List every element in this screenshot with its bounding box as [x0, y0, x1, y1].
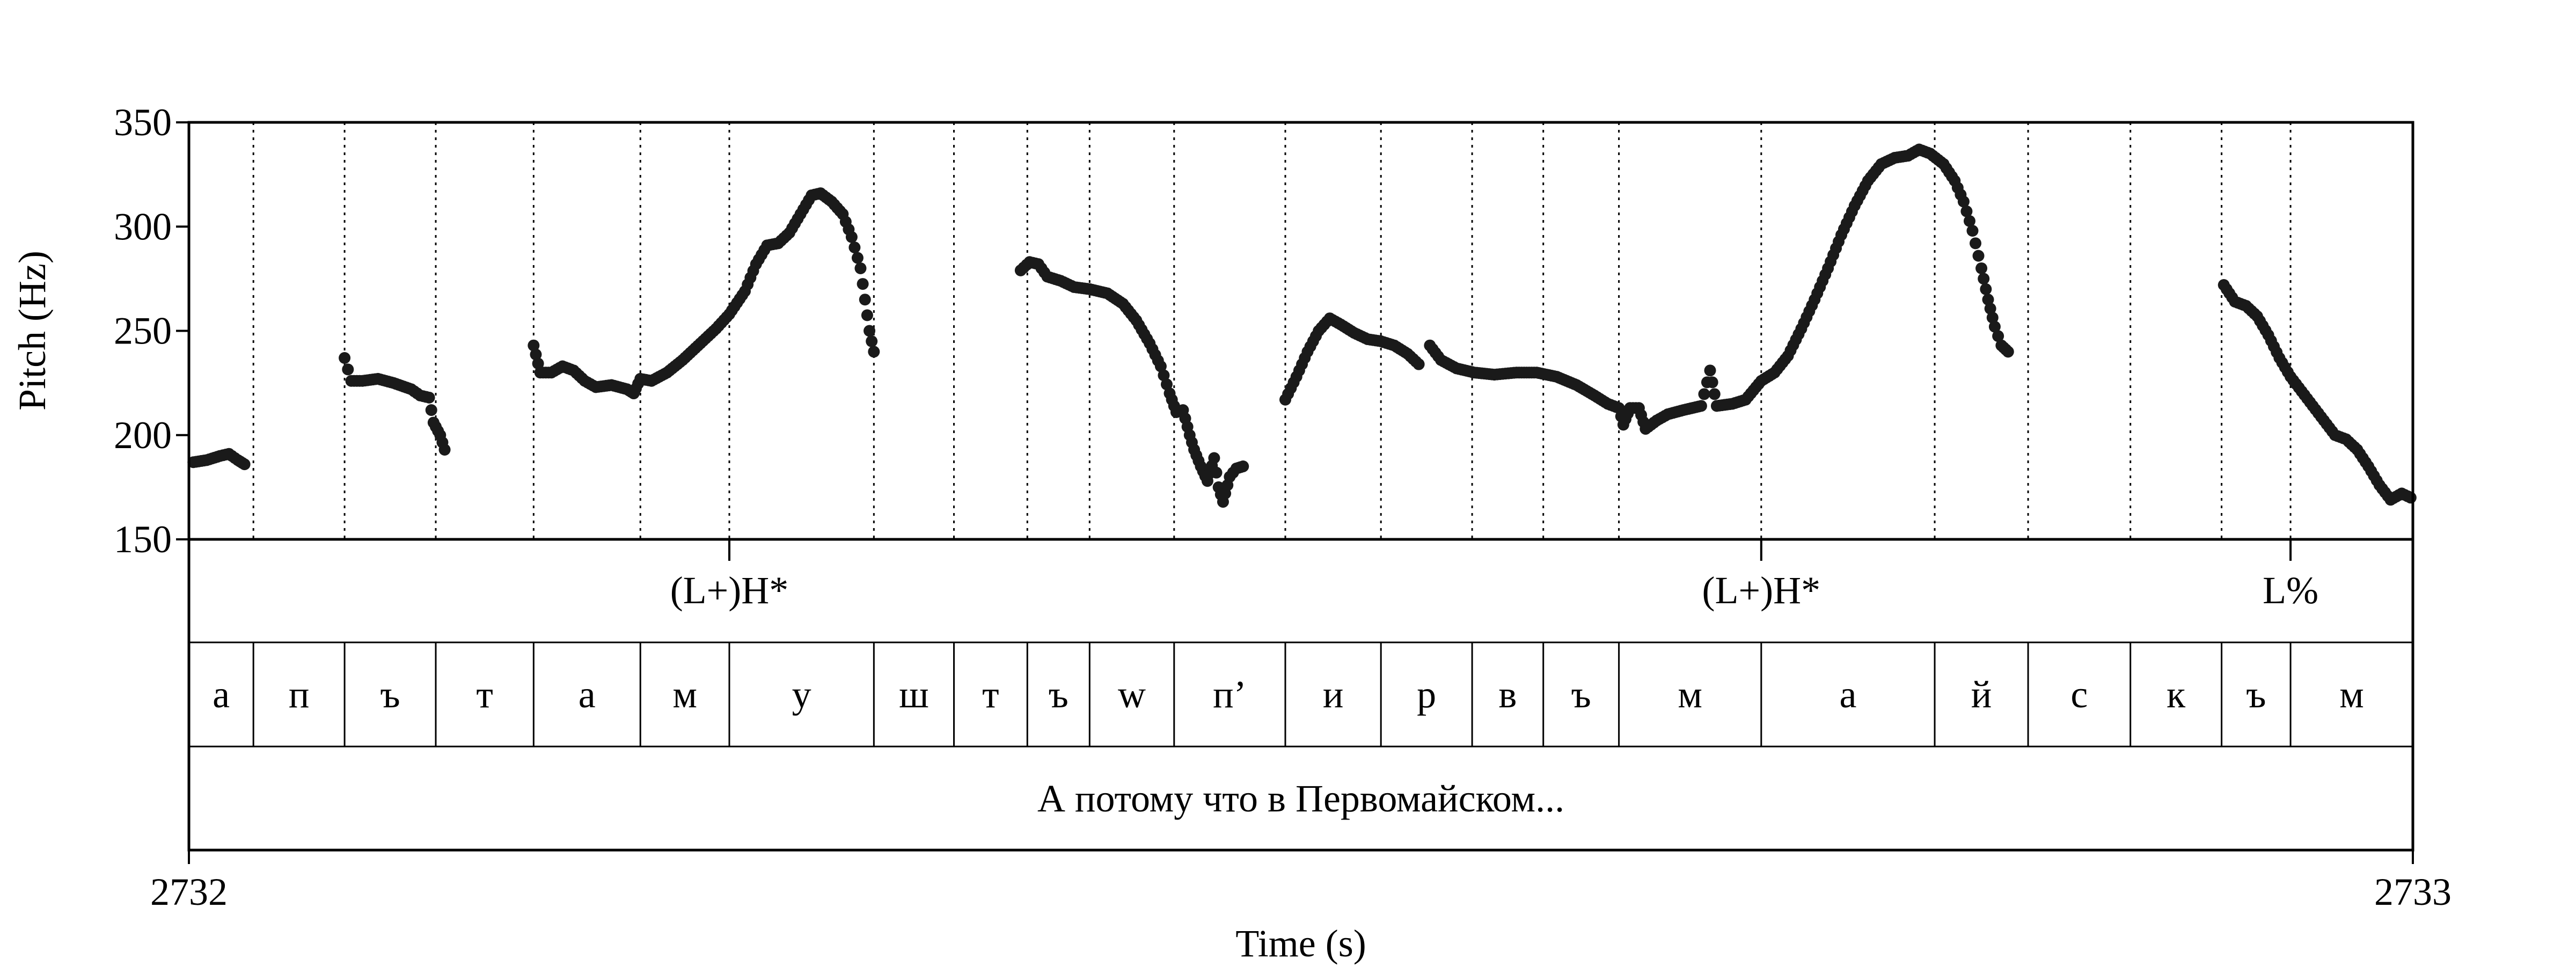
segment-label: п’ — [1213, 673, 1247, 716]
pitch-point — [1986, 311, 1999, 324]
segment-label: ъ — [380, 673, 400, 716]
pitch-point — [1957, 195, 1970, 208]
pitch-point — [1982, 294, 1994, 306]
pitch-point — [1975, 262, 1988, 274]
pitch-point — [1160, 378, 1173, 391]
pitch-point — [857, 278, 869, 290]
tone-label: (L+)H* — [670, 569, 789, 612]
pitch-point — [1698, 388, 1710, 400]
pitch-point — [851, 252, 863, 264]
pitch-point — [1978, 273, 1990, 285]
pitch-point — [342, 363, 354, 376]
segment-label: а — [213, 673, 230, 716]
pitch-point — [1158, 369, 1170, 382]
segment-boundaries — [252, 122, 2292, 747]
segment-label: у — [792, 673, 811, 716]
y-tick-label: 150 — [114, 518, 172, 561]
pitch-point — [866, 335, 878, 347]
y-axis-title: Pitch (Hz) — [11, 251, 54, 411]
pitch-point — [845, 231, 858, 243]
pitch-point — [1963, 215, 1975, 227]
tone-tier: (L+)H* (L+)H* L% — [670, 539, 2318, 612]
pitch-point — [1708, 388, 1721, 400]
segment-label: р — [1417, 673, 1436, 716]
pitch-point — [1706, 376, 1718, 389]
segment-label: ъ — [2246, 673, 2266, 716]
segment-label: и — [1323, 673, 1344, 716]
segment-label: w — [1118, 673, 1146, 716]
segment-label: с — [2070, 673, 2088, 716]
pitch-point — [1154, 360, 1167, 372]
y-axis: 150 200 250 300 350 — [114, 101, 189, 561]
segment-label: к — [2167, 673, 2186, 716]
segment-label: м — [672, 673, 697, 716]
pitch-point — [425, 404, 437, 416]
pitch-point — [2404, 492, 2417, 504]
pitch-point — [1988, 320, 2001, 333]
pitch-point — [438, 443, 451, 456]
plot-frame — [187, 121, 2414, 852]
pitch-point — [1960, 205, 1973, 217]
y-tick-label: 300 — [114, 205, 172, 248]
pitch-point — [2002, 346, 2014, 358]
pitch-point — [848, 241, 861, 254]
pitch-point — [1210, 466, 1223, 479]
pitch-point — [530, 348, 542, 361]
pitch-point — [854, 262, 867, 274]
tone-label: (L+)H* — [1702, 569, 1821, 612]
pitch-point — [1413, 358, 1425, 370]
pitch-point — [863, 325, 876, 337]
segment-label: м — [1678, 673, 1702, 716]
pitch-point — [1704, 364, 1716, 377]
pitch-points — [187, 143, 2417, 508]
x-tick-label-start: 2732 — [150, 870, 228, 913]
segment-label: а — [1839, 673, 1856, 716]
pitch-point — [1980, 283, 1992, 295]
pitch-point — [1695, 400, 1707, 412]
segment-label: т — [982, 673, 999, 716]
pitch-point — [423, 391, 435, 404]
pitch-point — [1972, 250, 1985, 262]
pitch-point — [532, 357, 544, 370]
pitch-point — [339, 352, 351, 364]
segment-label: й — [1971, 673, 1992, 716]
y-tick-label: 350 — [114, 101, 172, 144]
pitch-point — [238, 458, 251, 471]
utterance-text: А потому что в Первомайском... — [1037, 777, 1564, 820]
pitch-point — [1208, 452, 1220, 464]
segment-label: ъ — [1049, 673, 1069, 716]
pitch-point — [861, 309, 873, 321]
y-tick-label: 250 — [114, 310, 172, 353]
x-tick-label-end: 2733 — [2374, 870, 2451, 913]
pitch-point — [1237, 460, 1249, 473]
segment-label: п — [289, 673, 310, 716]
pitch-point — [1984, 303, 1996, 315]
pitch-point — [1992, 330, 2004, 342]
segment-label: т — [476, 673, 493, 716]
segment-label: м — [2339, 673, 2364, 716]
segment-label: ш — [899, 673, 928, 716]
pitch-point — [868, 346, 880, 358]
pitch-point — [859, 294, 871, 306]
x-axis-title: Time (s) — [1235, 922, 1366, 965]
pitch-point — [1970, 237, 1982, 250]
segment-label: в — [1498, 673, 1517, 716]
pitch-point — [1966, 225, 1979, 237]
tone-label: L% — [2263, 569, 2318, 612]
y-tick-label: 200 — [114, 414, 172, 457]
segment-tier: а п ъ т а м у ш т ъ w п’ и р в ъ м а й с к ъ м — [213, 673, 2364, 716]
pitch-point — [528, 339, 540, 352]
segment-label: а — [579, 673, 596, 716]
segment-label: ъ — [1571, 673, 1591, 716]
